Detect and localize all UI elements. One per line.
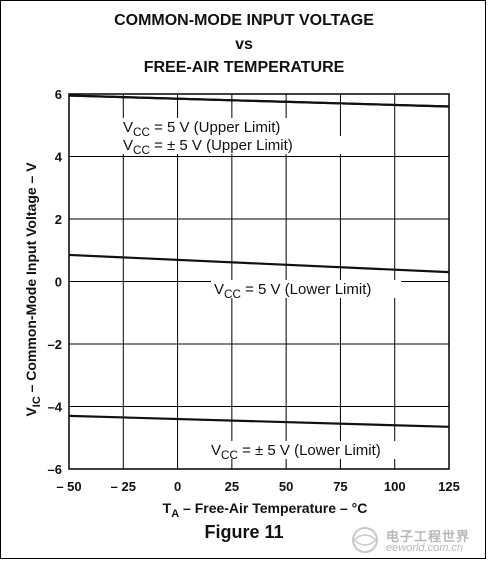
annotation-bg-2 [211,280,401,298]
series-annotation-1: VCC = ± 5 V (Upper Limit) [123,137,293,157]
chart-title-line-2: vs [235,36,253,53]
x-tick-label-3: 25 [225,479,239,494]
series-line-1 [68,94,450,108]
x-axis-label: TA – Free-Air Temperature – °C [163,500,368,520]
x-tick-label-6: 100 [384,479,406,494]
x-tick-label-4: 50 [279,479,293,494]
chart-canvas: – 50 – 25 0 25 50 75 100 125 6 4 2 0 –2 –4 –6 VCC = 5 V… [23,87,460,520]
annotation-bg-1 [120,136,342,154]
figure-label: Figure 11 [204,522,284,542]
y-tick-label-5: –4 [48,400,63,415]
series-annotation-2: VCC = 5 V (Lower Limit) [214,281,371,301]
x-tick-label-0: – 50 [56,479,81,494]
y-tick-label-6: –6 [48,462,62,477]
watermark-logo: 电子工程世界 eeworld.com.cn [348,525,484,557]
x-tick-label-2: 0 [174,479,181,494]
annotation-bg-0 [120,118,332,136]
chart-title-line-3: FREE-AIR TEMPERATURE [143,59,345,76]
series-line-2 [68,253,450,274]
series-annotation-3: VCC = ± 5 V (Lower Limit) [211,442,381,462]
x-tick-label-1: – 25 [111,479,136,494]
chart-title-line-1: COMMON-MODE INPUT VOLTAGE [114,12,374,29]
watermark-title: 电子工程世界 [386,529,471,544]
y-tick-label-3: 0 [55,275,62,290]
watermark-subtitle: eeworld.com.cn [386,542,464,554]
plot-area-border [68,93,450,470]
y-tick-label-1: 4 [55,150,63,165]
y-tick-label-0: 6 [55,87,62,102]
annotation-bg-3 [208,441,408,459]
y-tick-label-2: 2 [55,212,62,227]
x-tick-label-7: 125 [438,479,460,494]
x-tick-label-5: 75 [333,479,347,494]
series-annotation-0: VCC = 5 V (Upper Limit) [123,119,280,139]
y-tick-label-4: –2 [48,337,62,352]
y-axis-label: VIC – Common-Mode Input Voltage – V [23,162,43,417]
watermark-globe-icon [352,527,378,553]
series-line-3 [68,414,450,428]
